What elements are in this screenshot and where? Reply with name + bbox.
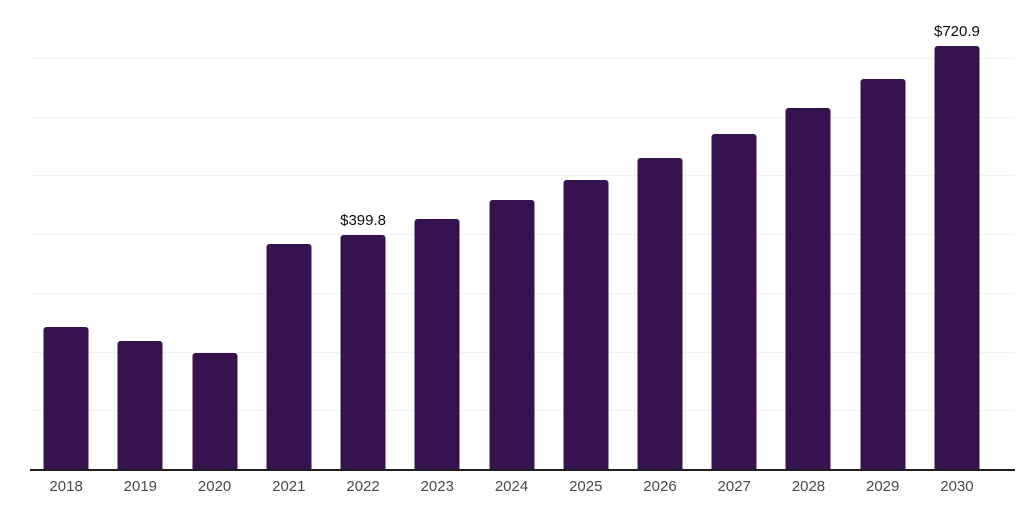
x-tick-label-2020: 2020 xyxy=(197,478,232,495)
bar-2025 xyxy=(563,180,609,470)
x-tick-label-2023: 2023 xyxy=(420,478,454,495)
x-tick-label-2022: 2022 xyxy=(346,478,380,495)
x-tick-label-2028: 2028 xyxy=(791,478,826,495)
x-tick-label-2030: 2030 xyxy=(940,478,974,495)
bar-2019 xyxy=(117,341,163,470)
bar-slot-2027 xyxy=(697,0,771,470)
bar-2030 xyxy=(934,46,980,470)
gridline-700 xyxy=(30,57,1015,59)
bar-slot-2021 xyxy=(252,0,326,470)
data-label-2022: $399.8 xyxy=(340,212,386,230)
bar-slot-2029 xyxy=(846,0,920,470)
bar-2020 xyxy=(192,353,238,470)
x-tick-label-2026: 2026 xyxy=(643,478,677,495)
gridline-500 xyxy=(30,175,1015,177)
bar-slot-2030: $720.9 xyxy=(920,0,994,470)
bar-2027 xyxy=(711,134,757,470)
data-label-2030: $720.9 xyxy=(933,23,980,41)
bar-2018 xyxy=(43,326,89,470)
bars-row: $399.8 $720.9 xyxy=(29,0,994,470)
x-tick-label-2027: 2027 xyxy=(717,478,751,495)
x-tick-label-2024: 2024 xyxy=(494,478,529,495)
bar-2024 xyxy=(489,200,535,470)
x-tick-label-2029: 2029 xyxy=(866,478,900,495)
bar-2021 xyxy=(266,244,312,470)
bar-2028 xyxy=(785,108,831,470)
bar-slot-2024 xyxy=(474,0,548,470)
bar-slot-2026 xyxy=(623,0,697,470)
bar-slot-2018 xyxy=(29,0,103,470)
bar-2023 xyxy=(414,218,460,470)
bar-slot-2028 xyxy=(771,0,845,470)
bar-slot-2022: $399.8 xyxy=(326,0,400,470)
bar-slot-2023 xyxy=(400,0,474,470)
plot-area: $399.8 $720.9 xyxy=(29,0,1015,471)
x-tick-label-2018: 2018 xyxy=(49,478,83,495)
bar-slot-2019 xyxy=(103,0,177,470)
gridline-600 xyxy=(30,116,1015,118)
x-axis-line xyxy=(30,469,1015,471)
x-tick-label-2019: 2019 xyxy=(123,478,158,495)
bar-2029 xyxy=(860,79,906,470)
bar-slot-2020 xyxy=(177,0,251,470)
bar-2026 xyxy=(637,158,683,470)
bar-2022 xyxy=(340,235,386,470)
x-tick-label-2025: 2025 xyxy=(569,478,603,495)
x-tick-label-2021: 2021 xyxy=(272,478,306,495)
x-axis-labels: 2018 2019 2020 2021 2022 2023 2024 2025 2026 2027… xyxy=(29,478,994,495)
bar-slot-2025 xyxy=(549,0,623,470)
